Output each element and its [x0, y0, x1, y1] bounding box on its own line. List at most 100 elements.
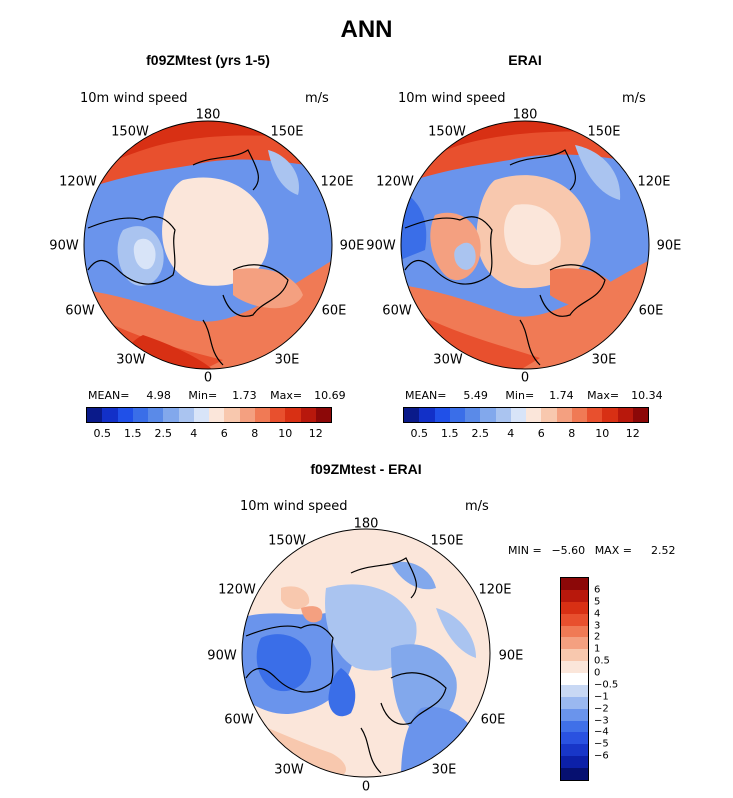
colorbar-box: [561, 661, 588, 673]
colorbar-box: [561, 744, 588, 757]
colorbar-tick-label: 1.5: [124, 427, 142, 440]
colorbar-tick-label: −2: [594, 703, 609, 715]
min-label: MIN =: [508, 544, 542, 557]
colorbar-box: [561, 732, 588, 745]
lon-90w: 90W: [366, 238, 396, 254]
colorbar-box: [117, 408, 133, 422]
colorbar-box: [561, 625, 588, 638]
colorbar-tick-label: 0: [594, 667, 601, 679]
colorbar-box: [617, 408, 633, 422]
min-label: Min=: [505, 389, 535, 402]
colorbar-box: [571, 408, 587, 422]
colorbar-tick-label: 4: [507, 427, 515, 440]
colorbar-box: [209, 408, 225, 422]
panel-2-variable: 10m wind speed: [398, 91, 506, 106]
colorbar-box: [561, 684, 588, 697]
colorbar-box: [465, 408, 481, 422]
main-title: ANN: [340, 16, 393, 43]
colorbar-tick-label: −3: [594, 715, 609, 727]
colorbar-box: [561, 613, 588, 626]
diff-panel-title: f09ZMtest - ERAI: [310, 461, 422, 477]
colorbar-tick-label: 10: [595, 427, 610, 440]
lon-120w: 120W: [59, 174, 97, 190]
colorbar-tick-label: 12: [625, 427, 640, 440]
panel-1-variable: 10m wind speed: [80, 91, 188, 106]
min-label: Min=: [188, 389, 218, 402]
lon-150e: 150E: [430, 533, 464, 549]
lon-120w: 120W: [376, 174, 414, 190]
mean-value: 5.49: [463, 389, 488, 402]
colorbar-box: [449, 408, 465, 422]
colorbar-box: [561, 720, 588, 733]
colorbar-tick-label: −5: [594, 738, 609, 750]
mean-label: MEAN=: [405, 389, 447, 402]
colorbar-box: [495, 408, 511, 422]
colorbar-tick-label: 12: [308, 427, 323, 440]
colorbar-tick-label: 4: [190, 427, 198, 440]
panel-1-title: f09ZMtest (yrs 1-5): [146, 52, 270, 68]
lon-0: 0: [361, 779, 371, 795]
colorbar-box: [526, 408, 542, 422]
colorbar-box: [254, 408, 270, 422]
lon-150w: 150W: [268, 533, 306, 549]
colorbar-box: [148, 408, 164, 422]
lon-60e: 60E: [638, 303, 664, 319]
lon-0: 0: [203, 370, 213, 386]
lon-30e: 30E: [274, 352, 300, 368]
colorbar-box: [561, 708, 588, 721]
colorbar-box: [541, 408, 557, 422]
lon-60w: 60W: [382, 303, 412, 319]
colorbar-box: [556, 408, 572, 422]
panel-2-title: ERAI: [508, 52, 542, 68]
colorbar-box: [587, 408, 603, 422]
max-value: 10.34: [631, 389, 663, 402]
lon-180: 180: [195, 107, 221, 123]
lon-120w: 120W: [218, 582, 256, 598]
max-label: MAX =: [594, 544, 632, 557]
colorbar-tick-label: −4: [594, 726, 609, 738]
colorbar-box: [193, 408, 209, 422]
lon-90e: 90E: [656, 238, 682, 254]
panel-1-map: [83, 120, 333, 370]
lon-60w: 60W: [224, 712, 254, 728]
colorbar-box: [315, 408, 331, 422]
panel-2-map: [400, 120, 650, 370]
colorbar-box: [561, 696, 588, 709]
colorbar-tick-label: 0.5: [594, 655, 610, 667]
colorbar-tick-label: 2.5: [471, 427, 490, 440]
colorbar-box: [404, 408, 420, 422]
colorbar-tick-label: −6: [594, 750, 609, 762]
lon-30w: 30W: [433, 352, 463, 368]
colorbar-box: [561, 637, 588, 650]
colorbar-box: [285, 408, 301, 422]
lon-90w: 90W: [49, 238, 79, 254]
colorbar-box: [178, 408, 194, 422]
max-value: 10.69: [314, 389, 346, 402]
panel-2-stats: MEAN= 5.49 Min= 1.74 Max= 10.34: [405, 389, 663, 402]
colorbar-tick-label: 4: [594, 608, 601, 620]
lon-150e: 150E: [270, 124, 304, 140]
colorbar-box: [224, 408, 240, 422]
diff-panel-stats: MIN = −5.60 MAX = 2.52: [508, 544, 675, 557]
colorbar-tick-label: 3: [594, 620, 601, 632]
panel-1-colorbar: [86, 407, 332, 423]
colorbar-box: [163, 408, 179, 422]
max-value: 2.52: [650, 544, 676, 557]
min-value: 1.73: [232, 389, 257, 402]
lon-90e: 90E: [339, 238, 365, 254]
lon-120e: 120E: [320, 174, 354, 190]
lon-150e: 150E: [587, 124, 621, 140]
panel-1-stats: MEAN= 4.98 Min= 1.73 Max= 10.69: [88, 389, 346, 402]
colorbar-box: [239, 408, 255, 422]
diff-colorbar: [560, 577, 589, 781]
lon-180: 180: [353, 516, 379, 532]
panel-2-units: m/s: [622, 91, 646, 106]
min-value: −5.60: [551, 544, 586, 557]
colorbar-tick-label: 1.5: [441, 427, 459, 440]
colorbar-box: [561, 756, 588, 768]
colorbar-box: [561, 578, 588, 590]
colorbar-box: [300, 408, 316, 422]
lon-30w: 30W: [274, 762, 304, 778]
colorbar-tick-label: 6: [537, 427, 545, 440]
lon-0: 0: [520, 370, 530, 386]
